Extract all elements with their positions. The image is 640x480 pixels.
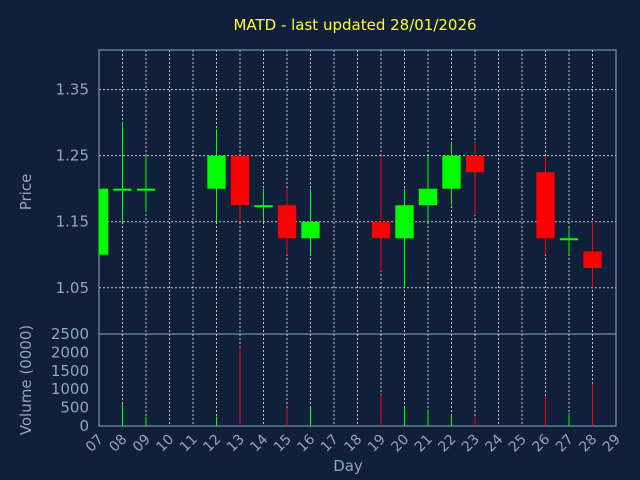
x-tick-label: 27 — [553, 432, 577, 456]
candle-body — [113, 188, 132, 191]
x-tick-label: 08 — [106, 432, 130, 456]
x-axis-label: Day — [333, 457, 363, 475]
x-tick-label: 11 — [177, 432, 201, 456]
chart-title: MATD - last updated 28/01/2026 — [233, 16, 476, 34]
candle-body — [230, 155, 250, 206]
volume-bars — [122, 346, 593, 426]
x-tick-label: 12 — [200, 432, 224, 456]
x-tick-label: 28 — [576, 432, 600, 456]
volume-tick-label: 1000 — [51, 380, 89, 398]
candle-body — [277, 205, 297, 239]
volume-tick-label: 500 — [60, 399, 89, 417]
price-tick-label: 1.25 — [56, 147, 89, 165]
candle-body — [583, 251, 602, 268]
candle-body — [442, 155, 461, 189]
x-tick-label: 07 — [83, 432, 107, 456]
volume-axis-label: Volume (0000) — [17, 325, 35, 435]
candle-body — [99, 188, 109, 255]
x-tick-label: 29 — [600, 432, 624, 456]
candle-body — [418, 188, 438, 206]
candle-body — [254, 205, 273, 208]
candle-body — [371, 221, 391, 239]
candles — [98, 122, 602, 288]
price-y-ticks: 1.35 1.25 1.15 1.05 — [56, 81, 89, 297]
x-tick-label: 21 — [412, 432, 436, 456]
x-tick-label: 13 — [224, 432, 248, 456]
x-tick-label: 09 — [130, 432, 154, 456]
x-tick-label: 17 — [318, 432, 342, 456]
x-ticks: 07 08 09 10 11 12 13 14 15 16 17 18 19 20 21 22 23 24 25 26… — [83, 431, 624, 455]
price-tick-label: 1.35 — [56, 81, 89, 99]
price-tick-label: 1.05 — [56, 279, 89, 297]
price-axis-label: Price — [17, 174, 35, 211]
candle-body — [395, 205, 414, 239]
x-tick-label: 15 — [271, 432, 295, 456]
x-tick-label: 10 — [153, 432, 177, 456]
volume-tick-label: 1500 — [51, 362, 89, 380]
x-tick-label: 23 — [459, 432, 483, 456]
x-tick-label: 25 — [506, 432, 530, 456]
x-tick-label: 22 — [435, 432, 459, 456]
volume-gridlines — [122, 334, 593, 426]
x-tick-label: 14 — [247, 431, 271, 455]
candle-body — [465, 155, 485, 173]
x-tick-label: 24 — [482, 431, 506, 455]
volume-tick-label: 0 — [79, 417, 89, 435]
candle-body — [136, 188, 156, 191]
volume-tick-label: 2500 — [51, 325, 89, 343]
candle-body — [536, 172, 555, 239]
price-tick-label: 1.15 — [56, 213, 89, 231]
x-tick-label: 20 — [388, 432, 412, 456]
x-tick-label: 18 — [341, 432, 365, 456]
volume-tick-label: 2000 — [51, 343, 89, 361]
candle-body — [207, 155, 226, 189]
x-tick-label: 16 — [294, 431, 318, 455]
x-tick-label: 19 — [365, 432, 389, 456]
candle-body — [301, 221, 320, 239]
volume-plot-frame — [98, 333, 617, 427]
x-tick-label: 26 — [529, 431, 553, 455]
candle-body — [559, 238, 579, 241]
